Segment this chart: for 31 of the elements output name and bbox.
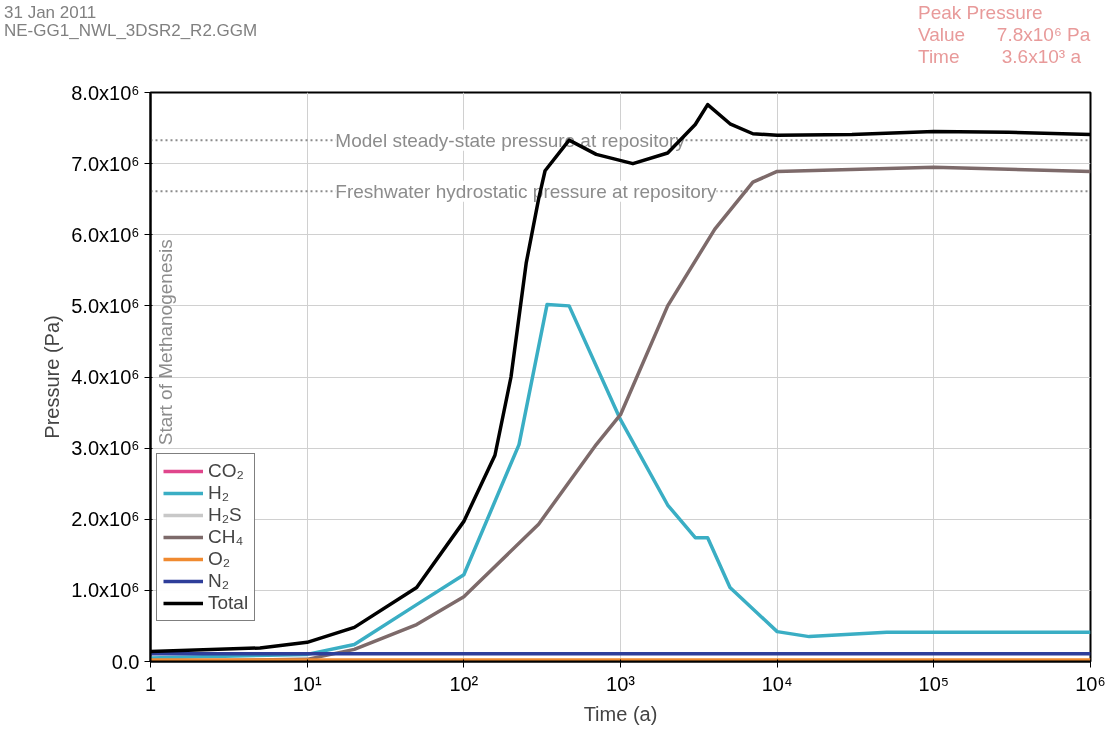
- x-axis-title: Time (a): [583, 702, 658, 725]
- text: NE-GG1_NWL_3DSR2_R2.GGM: [4, 21, 258, 40]
- y-tick-label: 4.0x10⁶: [71, 366, 140, 388]
- text: Value 7.8x10⁶ Pa: [918, 24, 1091, 45]
- y-tick-label: 5.0x10⁶: [71, 294, 140, 317]
- legend-label: Total: [208, 592, 249, 614]
- legend-label: CH₄: [208, 526, 244, 548]
- legend-label: CO₂: [208, 460, 244, 482]
- y-tick-label: 7.0x10⁶: [71, 152, 140, 175]
- x-tick-label: 1: [144, 672, 157, 695]
- legend-label: H₂S: [208, 504, 242, 526]
- x-tick-label: 10⁴: [761, 672, 793, 695]
- x-tick-label: 10²: [449, 672, 479, 695]
- y-tick-label: 2.0x10⁶: [71, 508, 140, 531]
- x-tick-label: 10¹: [292, 672, 322, 695]
- y-axis-title: Pressure (Pa): [41, 315, 64, 439]
- y-tick-label: 8.0x10⁶: [71, 81, 140, 104]
- y-tick-label: 0.0: [111, 650, 140, 673]
- ref-line-label: Start of Methanogenesis: [154, 239, 176, 446]
- y-tick-label: 6.0x10⁶: [71, 223, 140, 246]
- y-tick-label: 1.0x10⁶: [71, 579, 140, 602]
- x-tick-label: 10³: [606, 672, 636, 695]
- y-tick-label: 3.0x10⁶: [71, 437, 140, 460]
- text: 31 Jan 2011: [4, 3, 97, 22]
- x-tick-label: 10⁵: [918, 672, 950, 695]
- legend-label: N₂: [208, 570, 230, 592]
- x-tick-label: 10⁶: [1075, 672, 1106, 695]
- text: Peak Pressure: [918, 2, 1043, 23]
- legend-label: O₂: [208, 548, 231, 570]
- text: Time 3.6x10³ a: [918, 46, 1081, 67]
- legend-label: H₂: [208, 482, 230, 504]
